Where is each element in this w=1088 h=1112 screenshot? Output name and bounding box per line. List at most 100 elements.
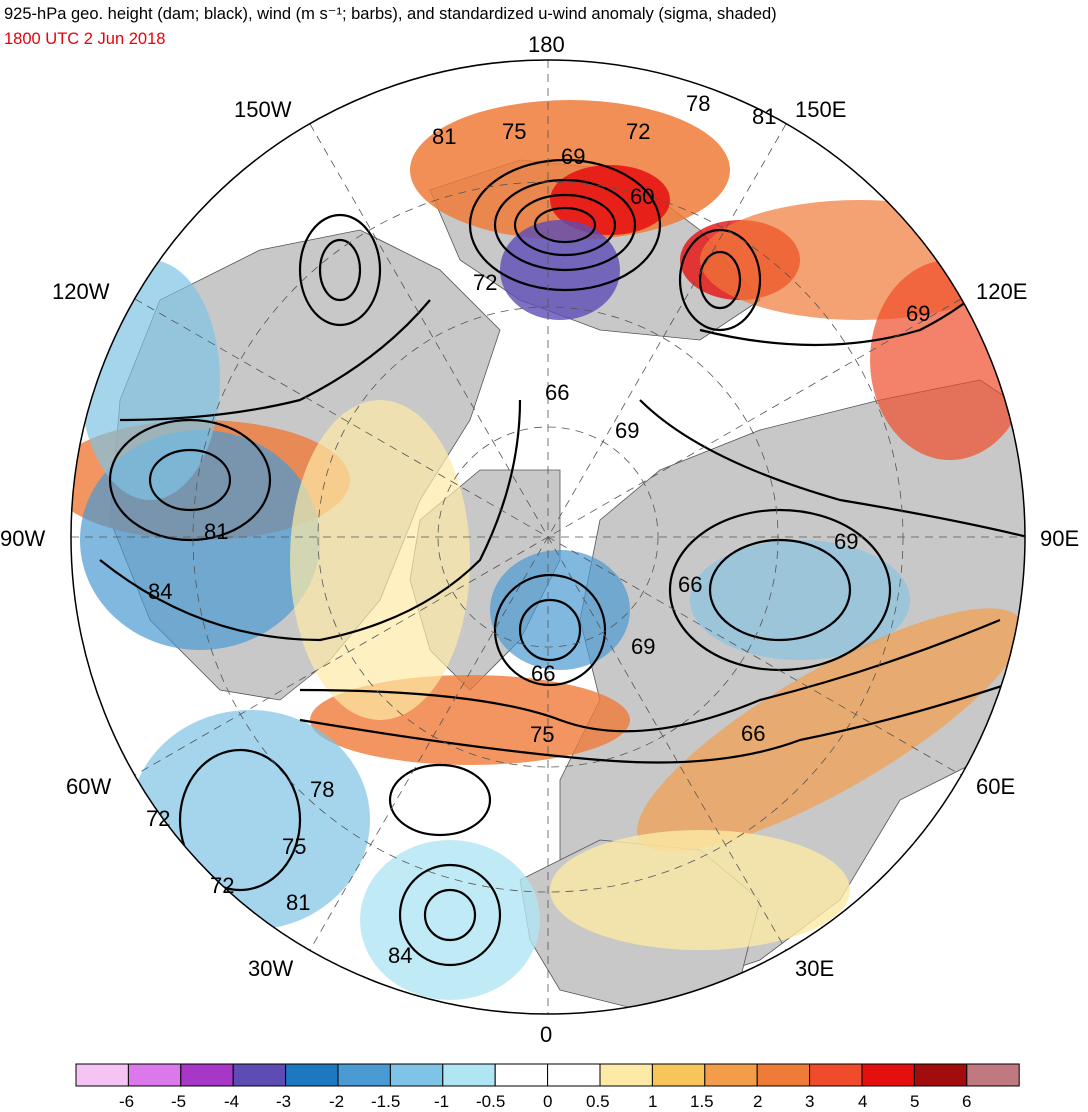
colorbar-swatch bbox=[547, 1063, 601, 1087]
lon-label-0: 0 bbox=[540, 1022, 552, 1047]
colorbar-label: -1.5 bbox=[371, 1092, 400, 1111]
height-contours bbox=[99, 158, 1025, 967]
contour-line bbox=[299, 618, 1001, 733]
colorbar-swatch bbox=[809, 1063, 863, 1087]
polar-map: 180 150E 120E 90E 60E 30E 0 30W 60W 90W … bbox=[0, 32, 1079, 1047]
lon-label-120e: 120E bbox=[976, 279, 1027, 304]
colorbar-label: -4 bbox=[224, 1092, 239, 1111]
lon-label-30w: 30W bbox=[248, 956, 293, 981]
contour-label: 75 bbox=[502, 119, 526, 144]
colorbar-label: 4 bbox=[858, 1092, 867, 1111]
lon-label-90e: 90E bbox=[1040, 526, 1079, 551]
contour-line bbox=[493, 573, 607, 687]
colorbar-swatch bbox=[75, 1063, 129, 1087]
colorbar-label: -3 bbox=[276, 1092, 291, 1111]
lon-label-180: 180 bbox=[528, 32, 565, 57]
colorbar-boxes bbox=[75, 1063, 1020, 1087]
contour-label: 81 bbox=[286, 890, 310, 915]
anomaly-blob bbox=[550, 830, 850, 950]
contour-line bbox=[518, 598, 582, 662]
colorbar-swatch bbox=[966, 1063, 1020, 1087]
colorbar-label: -2 bbox=[329, 1092, 344, 1111]
contour-label: 69 bbox=[631, 634, 655, 659]
colorbar-label: 1 bbox=[648, 1092, 657, 1111]
colorbar-swatch bbox=[232, 1063, 287, 1087]
colorbar-swatch bbox=[127, 1063, 182, 1087]
colorbar-labels: -6 -5 -4 -3 -2 -1.5 -1 -0.5 0 0.5 1 1.5 … bbox=[119, 1092, 971, 1111]
contour-label: 81 bbox=[204, 519, 228, 544]
contour-line bbox=[513, 193, 617, 257]
colorbar-label: 2 bbox=[753, 1092, 762, 1111]
contour-line bbox=[318, 238, 362, 302]
colorbar-swatch bbox=[861, 1063, 915, 1087]
contour-label: 84 bbox=[148, 579, 172, 604]
colorbar-swatch bbox=[442, 1063, 496, 1087]
contour-line bbox=[708, 538, 852, 642]
contour-line bbox=[388, 763, 492, 837]
colorbar-swatch bbox=[180, 1063, 234, 1087]
contour-label: 66 bbox=[741, 721, 765, 746]
contour-label: 75 bbox=[530, 722, 554, 747]
contour-label: 69 bbox=[561, 144, 585, 169]
colorbar-swatch bbox=[599, 1063, 653, 1087]
colorbar-label: -5 bbox=[171, 1092, 186, 1111]
colorbar-swatch bbox=[913, 1063, 968, 1087]
contour-line bbox=[119, 299, 431, 422]
map-boundary bbox=[70, 59, 1026, 1015]
contour-line bbox=[99, 399, 522, 642]
lon-label-150e: 150E bbox=[795, 97, 846, 122]
colorbar-label: -1 bbox=[434, 1092, 449, 1111]
colorbar-swatch bbox=[756, 1063, 811, 1087]
lon-label-150w: 150W bbox=[234, 97, 292, 122]
contour-label: 81 bbox=[752, 104, 776, 129]
contour-label: 69 bbox=[906, 301, 930, 326]
contour-label: 66 bbox=[678, 572, 702, 597]
contour-line bbox=[698, 250, 742, 310]
contour-line bbox=[668, 508, 892, 672]
contour-label: 72 bbox=[146, 806, 170, 831]
colorbar-label: 3 bbox=[805, 1092, 814, 1111]
contour-label: 78 bbox=[686, 91, 710, 116]
contour-labels: 78 81 81 75 72 69 60 72 69 66 69 81 84 6… bbox=[146, 91, 930, 968]
anomaly-blob bbox=[700, 200, 1020, 320]
colorbar-label: -0.5 bbox=[476, 1092, 505, 1111]
contour-label: 69 bbox=[615, 418, 639, 443]
contour-line bbox=[298, 213, 382, 327]
contour-line bbox=[639, 399, 1025, 542]
contour-label: 72 bbox=[473, 270, 497, 295]
colorbar-label: 5 bbox=[910, 1092, 919, 1111]
anomaly-blob bbox=[637, 608, 1023, 852]
contour-line bbox=[178, 748, 302, 892]
colorbar-swatch bbox=[337, 1063, 391, 1087]
anomaly-blob bbox=[360, 840, 540, 1000]
valid-time: 1800 UTC 2 Jun 2018 bbox=[4, 30, 166, 48]
colorbar-label: 0 bbox=[543, 1092, 552, 1111]
anomaly-blob bbox=[490, 550, 630, 670]
contour-label: 78 bbox=[310, 777, 334, 802]
contour-label: 60 bbox=[630, 184, 654, 209]
contour-label: 72 bbox=[210, 873, 234, 898]
u-wind-anomaly-shading bbox=[71, 100, 1025, 1000]
anomaly-blob bbox=[290, 400, 470, 720]
contour-line bbox=[108, 418, 272, 542]
colorbar-swatch bbox=[285, 1063, 339, 1087]
contour-line bbox=[468, 158, 662, 292]
contour-label: 75 bbox=[282, 834, 306, 859]
contour-line bbox=[299, 678, 1021, 764]
contour-label: 81 bbox=[432, 124, 456, 149]
colorbar-label: 6 bbox=[962, 1092, 971, 1111]
colorbar-swatch bbox=[704, 1063, 758, 1087]
graticule bbox=[71, 60, 1025, 1014]
colorbar-swatch bbox=[389, 1063, 444, 1087]
contour-line bbox=[678, 228, 762, 332]
colorbar-swatch bbox=[494, 1063, 549, 1087]
contour-label: 84 bbox=[388, 943, 412, 968]
colorbar-label: 1.5 bbox=[690, 1092, 714, 1111]
lon-label-120w: 120W bbox=[52, 279, 110, 304]
contour-label: 72 bbox=[626, 119, 650, 144]
lon-label-30e: 30E bbox=[795, 956, 834, 981]
contour-line bbox=[423, 888, 477, 942]
colorbar-swatch bbox=[651, 1063, 706, 1087]
anomaly-blob bbox=[550, 165, 670, 235]
contour-line bbox=[493, 178, 637, 272]
